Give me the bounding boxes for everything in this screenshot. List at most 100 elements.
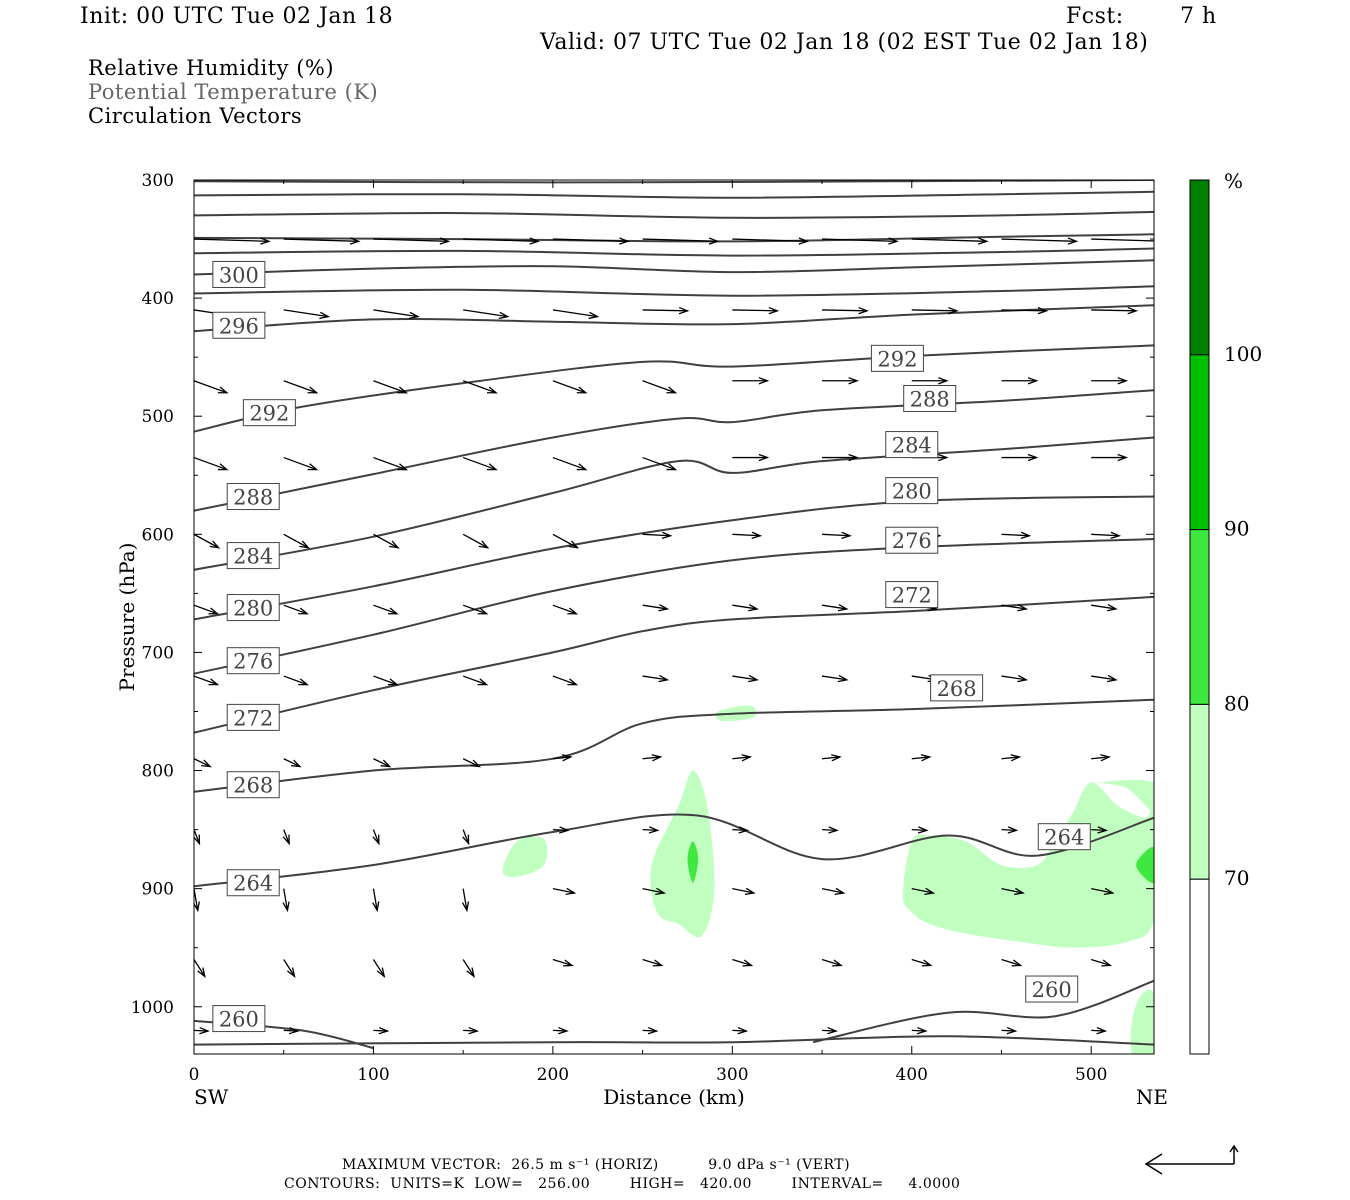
vector-arrow	[372, 829, 380, 844]
isentrope-label: 284	[233, 545, 273, 569]
vector-arrow	[283, 675, 308, 686]
vector-arrowhead	[858, 306, 869, 315]
vector-arrowhead	[1096, 1026, 1108, 1035]
vector-arrow	[732, 533, 761, 537]
vector-arrow	[462, 959, 475, 977]
vector-arrow	[911, 888, 934, 894]
vector-arrowhead	[1100, 754, 1111, 762]
vector-arrow	[463, 1029, 478, 1032]
vector-arrowhead	[397, 386, 409, 394]
vector-arrowhead	[378, 1026, 390, 1035]
vector-arrow	[642, 380, 676, 394]
vector-arrow	[283, 888, 289, 911]
vector-arrow	[1001, 828, 1017, 831]
vector-arrowhead	[837, 604, 849, 612]
vector-arrowhead	[948, 306, 959, 315]
isentrope-label-box	[1025, 975, 1079, 1003]
vector-arrowhead	[561, 754, 573, 762]
vector-arrowhead	[1020, 531, 1032, 540]
x-axis-label: Distance (km)	[603, 1085, 745, 1109]
vector-arrowhead	[282, 834, 290, 846]
vector-arrow	[821, 958, 842, 967]
isentrope-line	[194, 247, 1154, 257]
isentrope-line	[194, 180, 1154, 184]
isentrope-label-box	[226, 869, 280, 897]
isentrope-label-box	[226, 542, 280, 570]
isentrope-label-box	[885, 526, 939, 554]
vector-arrow	[552, 828, 568, 831]
vector-arrow	[642, 888, 665, 894]
vector-arrowhead	[1017, 674, 1029, 683]
vector-arrow	[283, 456, 317, 471]
vector-arrowhead	[742, 959, 754, 967]
vector-arrowhead	[1027, 453, 1039, 462]
relative-humidity-fill	[502, 705, 1154, 1054]
vector-arrowhead	[1106, 604, 1118, 612]
rh-region	[687, 841, 699, 883]
vector-arrowhead	[559, 826, 570, 834]
rh-region	[502, 836, 548, 878]
isentrope-label-box	[212, 311, 266, 339]
vector-arrow	[642, 604, 668, 610]
footer-max-vector: MAXIMUM VECTOR: 26.5 m s⁻¹ (HORIZ) 9.0 d…	[342, 1157, 851, 1173]
vector-arrow	[911, 1029, 926, 1032]
vector-arrow	[642, 828, 658, 831]
vector-arrow	[373, 758, 390, 768]
isentrope-line	[194, 210, 1154, 219]
vector-arrowhead	[768, 306, 780, 315]
colorbar-level-label: 100	[1224, 342, 1262, 366]
vector-arrow	[194, 675, 218, 686]
vector-arrowhead	[562, 959, 574, 967]
vector-arrow	[462, 758, 480, 768]
isentrope-label-box	[226, 771, 280, 799]
vector-arrow	[283, 533, 309, 549]
isentrope-label: 300	[219, 263, 259, 287]
vector-arrow	[732, 238, 808, 242]
vector-arrowhead	[1014, 887, 1025, 896]
isentrope-contours	[194, 180, 1154, 1050]
vector-arrowhead	[658, 604, 670, 612]
y-tick-label: 400	[142, 289, 174, 309]
colorbar-level-label: 90	[1224, 517, 1249, 541]
vector-arrowhead	[461, 901, 470, 913]
isentrope-label: 260	[219, 1008, 259, 1032]
vector-arrow	[373, 456, 407, 471]
vector-arrow	[462, 604, 487, 615]
vector-arrow	[642, 675, 668, 681]
colorbar: 100 90 80 70	[1189, 179, 1262, 1055]
vector-arrow	[1091, 756, 1110, 760]
vector-arrowhead	[307, 463, 319, 471]
vector-arrow	[1001, 756, 1020, 760]
x-tick-label: 500	[1075, 1065, 1107, 1085]
vector-arrow	[462, 380, 497, 394]
isentrope-line	[194, 538, 1154, 675]
vector-arrowhead	[478, 540, 490, 549]
isentrope-label: 288	[910, 388, 950, 412]
vector-arrow	[283, 309, 329, 318]
isentrope-label: 268	[937, 677, 977, 701]
left-endpoint-label: SW	[194, 1085, 229, 1109]
vector-arrow	[911, 756, 930, 760]
vector-arrowhead	[708, 237, 720, 245]
vector-arrowhead	[567, 607, 579, 615]
vector-arrow	[283, 604, 308, 615]
vector-arrow	[642, 756, 661, 760]
x-tick-label: 200	[537, 1065, 569, 1085]
vector-arrow	[822, 828, 838, 831]
vector-arrow	[1001, 888, 1024, 894]
vector-arrowhead	[380, 759, 392, 768]
vector-arrowhead	[1037, 306, 1049, 315]
vector-arrow	[911, 309, 957, 312]
isentrope-label: 288	[233, 486, 273, 510]
vector-arrowhead	[477, 607, 489, 615]
vector-arrow	[463, 238, 539, 242]
vector-arrowhead	[217, 463, 229, 471]
vector-arrow	[373, 309, 419, 318]
vector-arrowhead	[651, 754, 663, 762]
vector-arrow	[911, 238, 987, 242]
vector-arrow	[732, 1029, 747, 1032]
x-tick-label: 400	[896, 1065, 928, 1085]
vector-arrowhead	[666, 386, 678, 394]
vector-arrow	[552, 756, 571, 760]
vector-arrowhead	[194, 901, 200, 913]
